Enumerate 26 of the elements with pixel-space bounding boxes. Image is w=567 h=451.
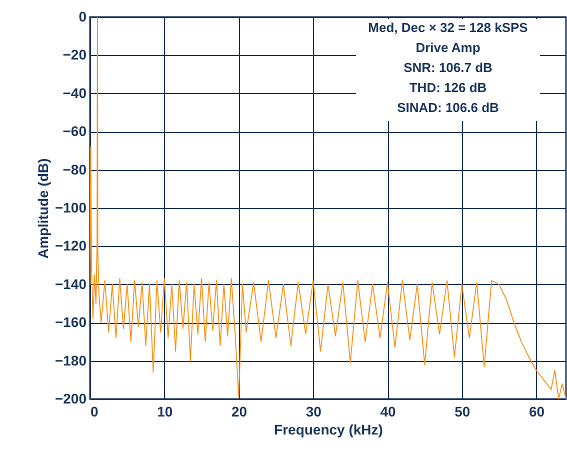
x-tick-label: 40 [380,404,396,420]
y-axis-title: Amplitude (dB) [34,158,51,259]
y-tick-label: −80 [62,161,87,178]
x-tick-label: 50 [454,404,470,420]
y-tick-label: −60 [62,123,87,140]
line-series [90,17,566,399]
y-tick-label: −160 [54,314,87,330]
y-tick-label: 0 [78,8,87,24]
x-tick-label: 0 [90,404,98,420]
x-tick-label: 10 [157,404,173,420]
annotation: SNR: 106.7 dB [404,60,492,75]
annotation: THD: 126 dB [409,80,487,95]
x-axis-title: Frequency (kHz) [274,422,383,438]
annotation: Med, Dec × 32 = 128 kSPS [368,20,528,35]
y-tick-label: −140 [54,276,87,292]
y-tick-label: −40 [62,84,87,101]
y-tick-label: −120 [54,238,87,254]
annotation: Drive Amp [416,40,480,55]
x-tick-label: 30 [306,404,322,420]
y-tick-label: −20 [62,46,87,63]
y-tick-label: −100 [54,200,87,216]
y-tick-label: −180 [54,352,87,368]
x-tick-label: 20 [231,404,248,420]
y-tick-label: −200 [54,390,87,406]
x-tick-label: 60 [528,404,545,420]
annotation: SINAD: 106.6 dB [397,100,499,115]
